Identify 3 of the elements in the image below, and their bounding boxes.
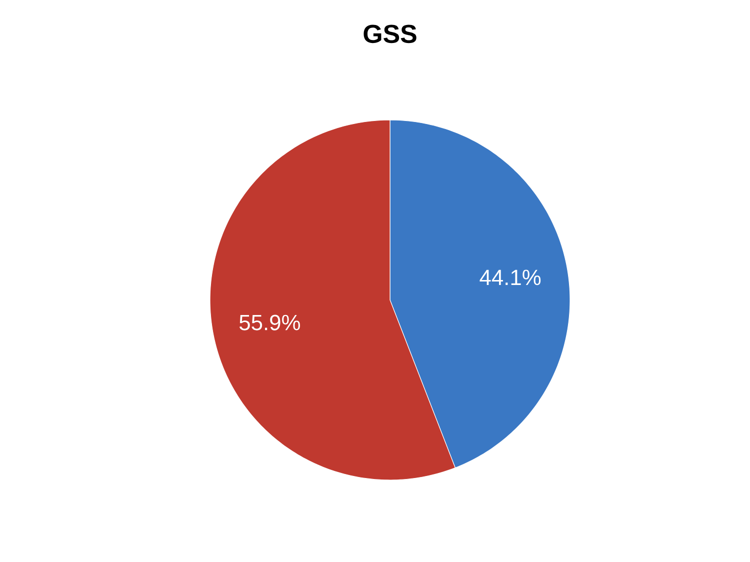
data-label: 44.1%: [480, 270, 541, 286]
data-label: 55.9%: [240, 314, 300, 330]
chart-title: GSS: [364, 24, 416, 44]
